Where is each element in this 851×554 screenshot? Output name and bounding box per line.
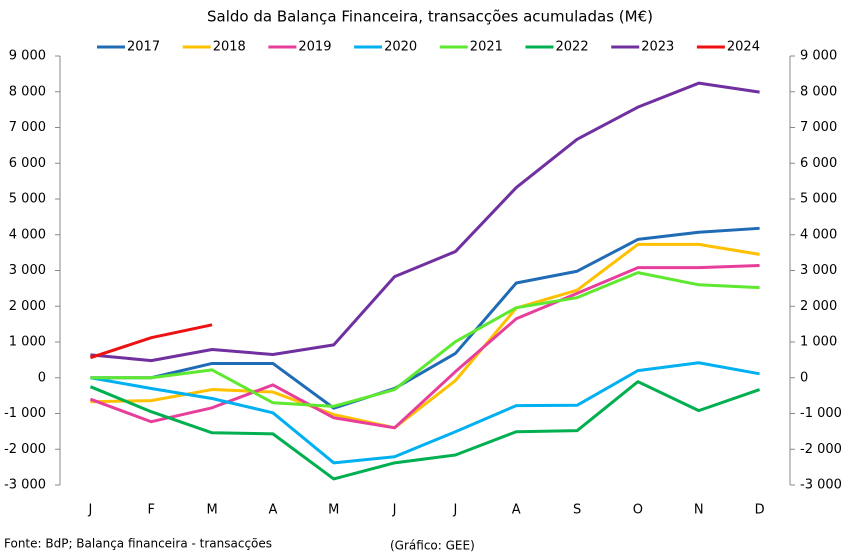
y-tick-label: 3 000 xyxy=(9,263,46,278)
y-tick-label: -3 000 xyxy=(4,478,46,493)
y-tick-label: 2 000 xyxy=(9,299,46,314)
y2-tick-label: 7 000 xyxy=(800,120,837,135)
source-note: Fonte: BdP; Balança financeira - transac… xyxy=(4,537,272,551)
credit-note: (Gráfico: GEE) xyxy=(390,539,475,553)
chart-title: Saldo da Balança Financeira, transacções… xyxy=(207,8,653,26)
y-tick-label: 1 000 xyxy=(9,335,46,350)
y2-tick-label: 2 000 xyxy=(800,299,837,314)
x-tick-label: J xyxy=(392,503,397,518)
x-tick-label: S xyxy=(573,503,581,518)
x-tick-label: A xyxy=(512,503,521,518)
x-tick-label: J xyxy=(87,503,92,518)
x-tick-label: M xyxy=(328,503,339,518)
y2-tick-label: 9 000 xyxy=(800,49,837,64)
y2-tick-label: -1 000 xyxy=(800,406,842,421)
y2-tick-label: 5 000 xyxy=(800,192,837,207)
legend-label: 2021 xyxy=(470,40,503,55)
legend-label: 2017 xyxy=(127,40,160,55)
y2-tick-label: -3 000 xyxy=(800,478,842,493)
y-tick-label: 8 000 xyxy=(9,84,46,99)
legend-label: 2024 xyxy=(727,40,760,55)
y-tick-label: -2 000 xyxy=(4,442,46,457)
y2-tick-label: 3 000 xyxy=(800,263,837,278)
y2-tick-label: 8 000 xyxy=(800,84,837,99)
x-tick-label: D xyxy=(755,503,765,518)
y-tick-label: 5 000 xyxy=(9,192,46,207)
x-tick-label: M xyxy=(206,503,217,518)
y-tick-label: 6 000 xyxy=(9,156,46,171)
series-line xyxy=(89,263,760,430)
y-tick-label: 9 000 xyxy=(9,49,46,64)
series-line xyxy=(90,271,760,408)
x-tick-label: N xyxy=(694,503,704,518)
series-line xyxy=(89,380,761,481)
y2-tick-label: 6 000 xyxy=(800,156,837,171)
series-line xyxy=(89,323,213,360)
legend-label: 2019 xyxy=(298,40,331,55)
x-tick-label: A xyxy=(268,503,277,518)
y2-tick-label: 1 000 xyxy=(800,335,837,350)
x-tick-label: J xyxy=(452,503,457,518)
y-tick-label: 0 xyxy=(38,370,46,385)
y2-tick-label: -2 000 xyxy=(800,442,842,457)
series-line xyxy=(90,242,760,430)
legend-label: 2023 xyxy=(641,40,674,55)
series-line xyxy=(90,81,760,363)
y2-tick-label: 0 xyxy=(800,370,808,385)
series-line xyxy=(90,226,760,410)
y-tick-label: -1 000 xyxy=(4,406,46,421)
legend-label: 2022 xyxy=(556,40,589,55)
y-tick-label: 4 000 xyxy=(9,227,46,242)
y-tick-label: 7 000 xyxy=(9,120,46,135)
x-tick-label: F xyxy=(148,503,155,518)
x-tick-label: O xyxy=(633,503,643,518)
y2-tick-label: 4 000 xyxy=(800,227,837,242)
series-line xyxy=(90,361,760,465)
legend-label: 2020 xyxy=(384,40,417,55)
legend-label: 2018 xyxy=(213,40,246,55)
